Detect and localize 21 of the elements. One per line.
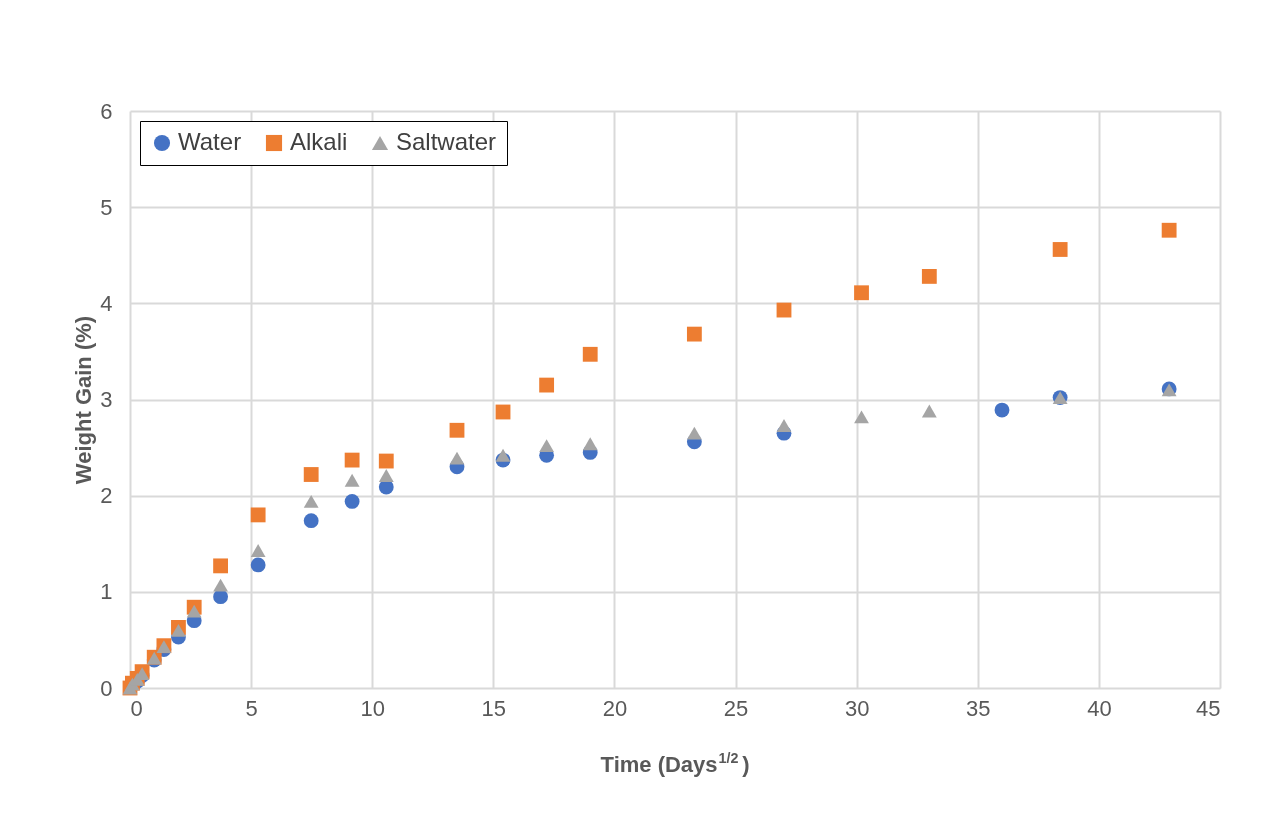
x-tick-label: 5 — [245, 695, 258, 721]
x-tick-label: 45 — [1196, 695, 1221, 721]
y-tick-label: 2 — [100, 483, 113, 509]
x-tick-label: 20 — [602, 695, 628, 721]
x-tick-label: 35 — [966, 695, 991, 721]
x-tick-label: 15 — [481, 695, 507, 721]
legend-label: Saltwater — [396, 128, 497, 155]
x-tick-label: 10 — [360, 695, 385, 721]
y-tick-label: 3 — [100, 387, 113, 412]
x-tick-label: 30 — [844, 695, 870, 721]
y-tick-label: 5 — [100, 194, 113, 220]
y-tick-label: 4 — [100, 290, 113, 316]
y-tick-label: 0 — [100, 675, 113, 701]
legend-label: Water — [178, 128, 242, 155]
y-axis-title: Weight Gain (%) — [71, 315, 97, 485]
x-tick-label: 40 — [1087, 695, 1112, 721]
x-tick-label: 0 — [130, 695, 143, 721]
legend-label: Alkali — [290, 128, 348, 155]
x-tick-label: 25 — [723, 695, 749, 721]
y-tick-label: 1 — [100, 579, 113, 605]
y-tick-label: 6 — [100, 98, 113, 124]
